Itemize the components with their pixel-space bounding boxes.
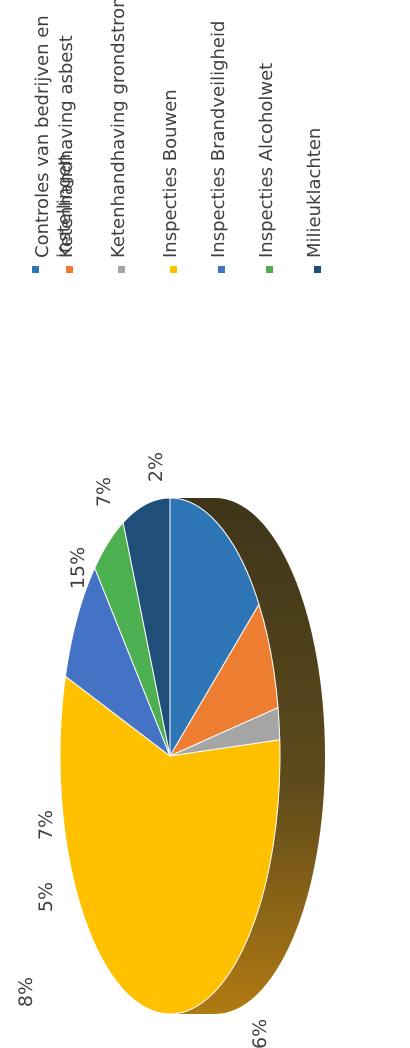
legend-label: Milieuklachten [304,128,325,258]
legend-marker [118,266,125,273]
pie-slice [59,675,281,1015]
legend-marker [170,266,177,273]
legend-label: Inspecties Bouwen [160,89,181,258]
data-label: 56% [249,1019,271,1048]
legend-marker [32,266,39,273]
pie-slices [59,497,281,1015]
legend-item: Inspecties Alcoholwet [256,63,277,273]
legend-label: Ketenhandhaving grondstromen [108,0,129,258]
legend-marker [266,266,273,273]
data-label: 5% [35,882,57,912]
legend: Controles van bedrijven en instellingenKe… [32,0,325,273]
legend-item: Ketenhandhaving asbest [56,35,77,273]
legend-label: Inspecties Brandveiligheid [208,21,229,258]
legend-item: Controles van bedrijven en instellingen [32,15,75,273]
legend-marker [218,266,225,273]
data-label: 7% [35,810,57,840]
pie-slice [168,603,279,758]
data-label: 7% [93,477,115,507]
pie-side [170,498,325,1014]
legend-item: Inspecties Bouwen [160,89,181,273]
data-label: 2% [145,452,167,482]
legend-label: Ketenhandhaving asbest [56,35,77,258]
legend-label: instellingen [54,154,75,258]
legend-label: Controles van bedrijven en [32,15,53,258]
legend-marker [314,266,321,273]
legend-marker [66,266,73,273]
data-label: 15% [67,547,89,589]
legend-item: Ketenhandhaving grondstromen [108,0,129,273]
legend-label: Inspecties Alcoholwet [256,63,277,258]
legend-item: Milieuklachten [304,128,325,273]
legend-item: Inspecties Brandveiligheid [208,21,229,273]
data-label: 8% [15,977,37,1007]
pie-slice [169,497,260,758]
pie-slice [122,497,171,757]
pie-slice [64,566,172,758]
